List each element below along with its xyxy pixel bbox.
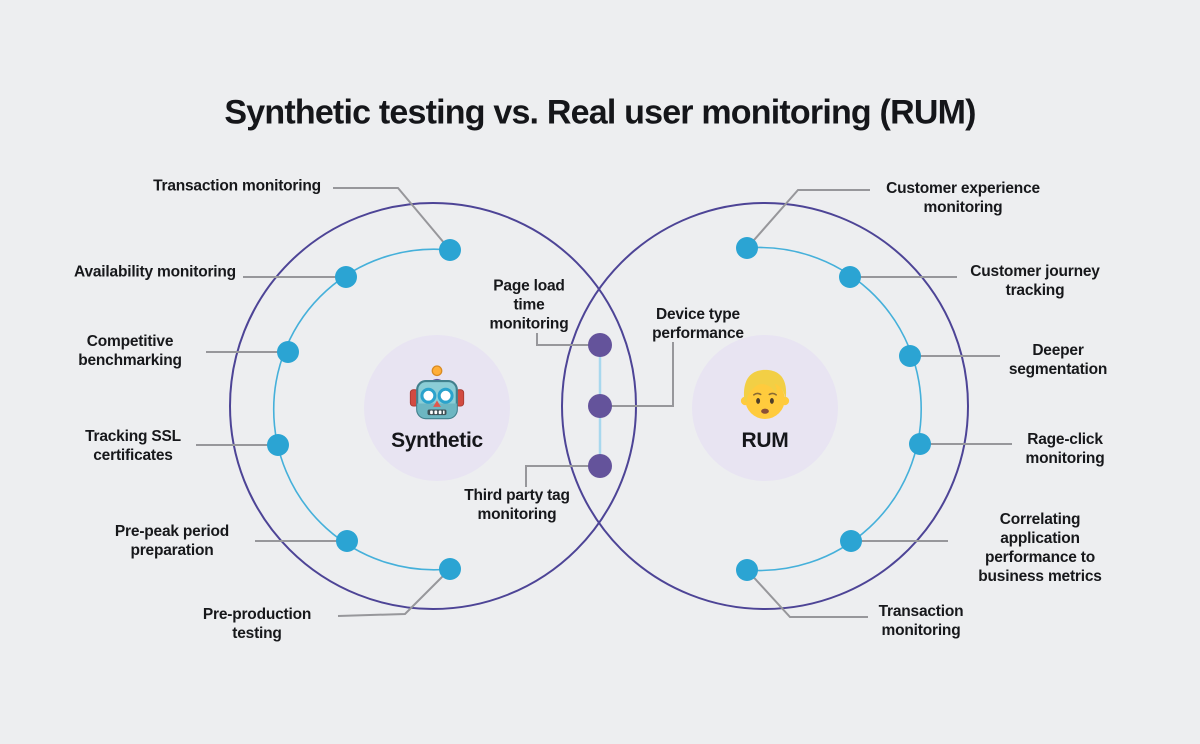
label-third-party-tag: Third party tag monitoring — [464, 487, 570, 523]
connector-customer-experience — [746, 189, 870, 249]
dot-availability-monitoring — [335, 266, 357, 288]
connector-third-party-tag — [525, 465, 589, 487]
connector-transaction-monitoring-left — [333, 187, 451, 251]
label-rage-click: Rage-click monitoring — [1025, 431, 1105, 467]
connector-transaction-monitoring-right — [746, 569, 868, 618]
rum-item-dots — [736, 237, 931, 581]
dot-third-party-tag — [588, 454, 612, 478]
rum-hub-label: RUM — [741, 429, 789, 452]
label-transaction-monitoring-left: Transaction monitoring — [153, 177, 321, 195]
dot-deeper-segmentation — [899, 345, 921, 367]
synthetic-hub: Synthetic — [364, 335, 510, 481]
label-pre-peak: Pre-peak period preparation — [114, 523, 230, 559]
connector-device-type — [611, 342, 674, 407]
label-customer-journey: Customer journey tracking — [970, 263, 1100, 299]
label-page-load: Page load time monitoring — [489, 277, 569, 333]
synthetic-item-dots — [267, 239, 461, 580]
rum-hub: RUM — [692, 335, 838, 481]
dot-transaction-monitoring-right — [736, 559, 758, 581]
dot-correlating-application — [840, 530, 862, 552]
label-tracking-ssl: Tracking SSL certificates — [85, 428, 181, 464]
dot-rage-click — [909, 433, 931, 455]
dot-competitive-benchmarking — [277, 341, 299, 363]
label-correlating-application: Correlating application performance to b… — [978, 511, 1102, 585]
dot-transaction-monitoring-left — [439, 239, 461, 261]
label-availability-monitoring: Availability monitoring — [74, 263, 236, 281]
robot-emoji — [409, 365, 465, 420]
rum-circle-outline — [561, 202, 969, 610]
dot-device-type — [588, 394, 612, 418]
label-pre-production: Pre-production testing — [202, 606, 312, 642]
dot-tracking-ssl — [267, 434, 289, 456]
synthetic-items-arc — [272, 248, 451, 571]
dot-page-load — [588, 333, 612, 357]
shared-dots — [588, 333, 612, 478]
dot-customer-experience — [736, 237, 758, 259]
person-emoji — [740, 369, 790, 419]
dot-pre-peak — [336, 530, 358, 552]
connector-page-load — [536, 333, 589, 346]
page-title: Synthetic testing vs. Real user monitori… — [224, 93, 976, 132]
rum-items-arc — [746, 246, 922, 572]
connector-pre-production — [337, 568, 451, 617]
synthetic-hub-label: Synthetic — [391, 429, 483, 452]
dot-customer-journey — [839, 266, 861, 288]
dot-pre-production — [439, 558, 461, 580]
connector-lines — [196, 187, 1012, 618]
label-device-type: Device type performance — [652, 306, 744, 342]
label-customer-experience: Customer experience monitoring — [886, 180, 1040, 216]
label-competitive-benchmarking: Competitive benchmarking — [78, 333, 182, 369]
label-transaction-monitoring-right: Transaction monitoring — [878, 603, 964, 639]
label-deeper-segmentation: Deeper segmentation — [1008, 342, 1108, 378]
